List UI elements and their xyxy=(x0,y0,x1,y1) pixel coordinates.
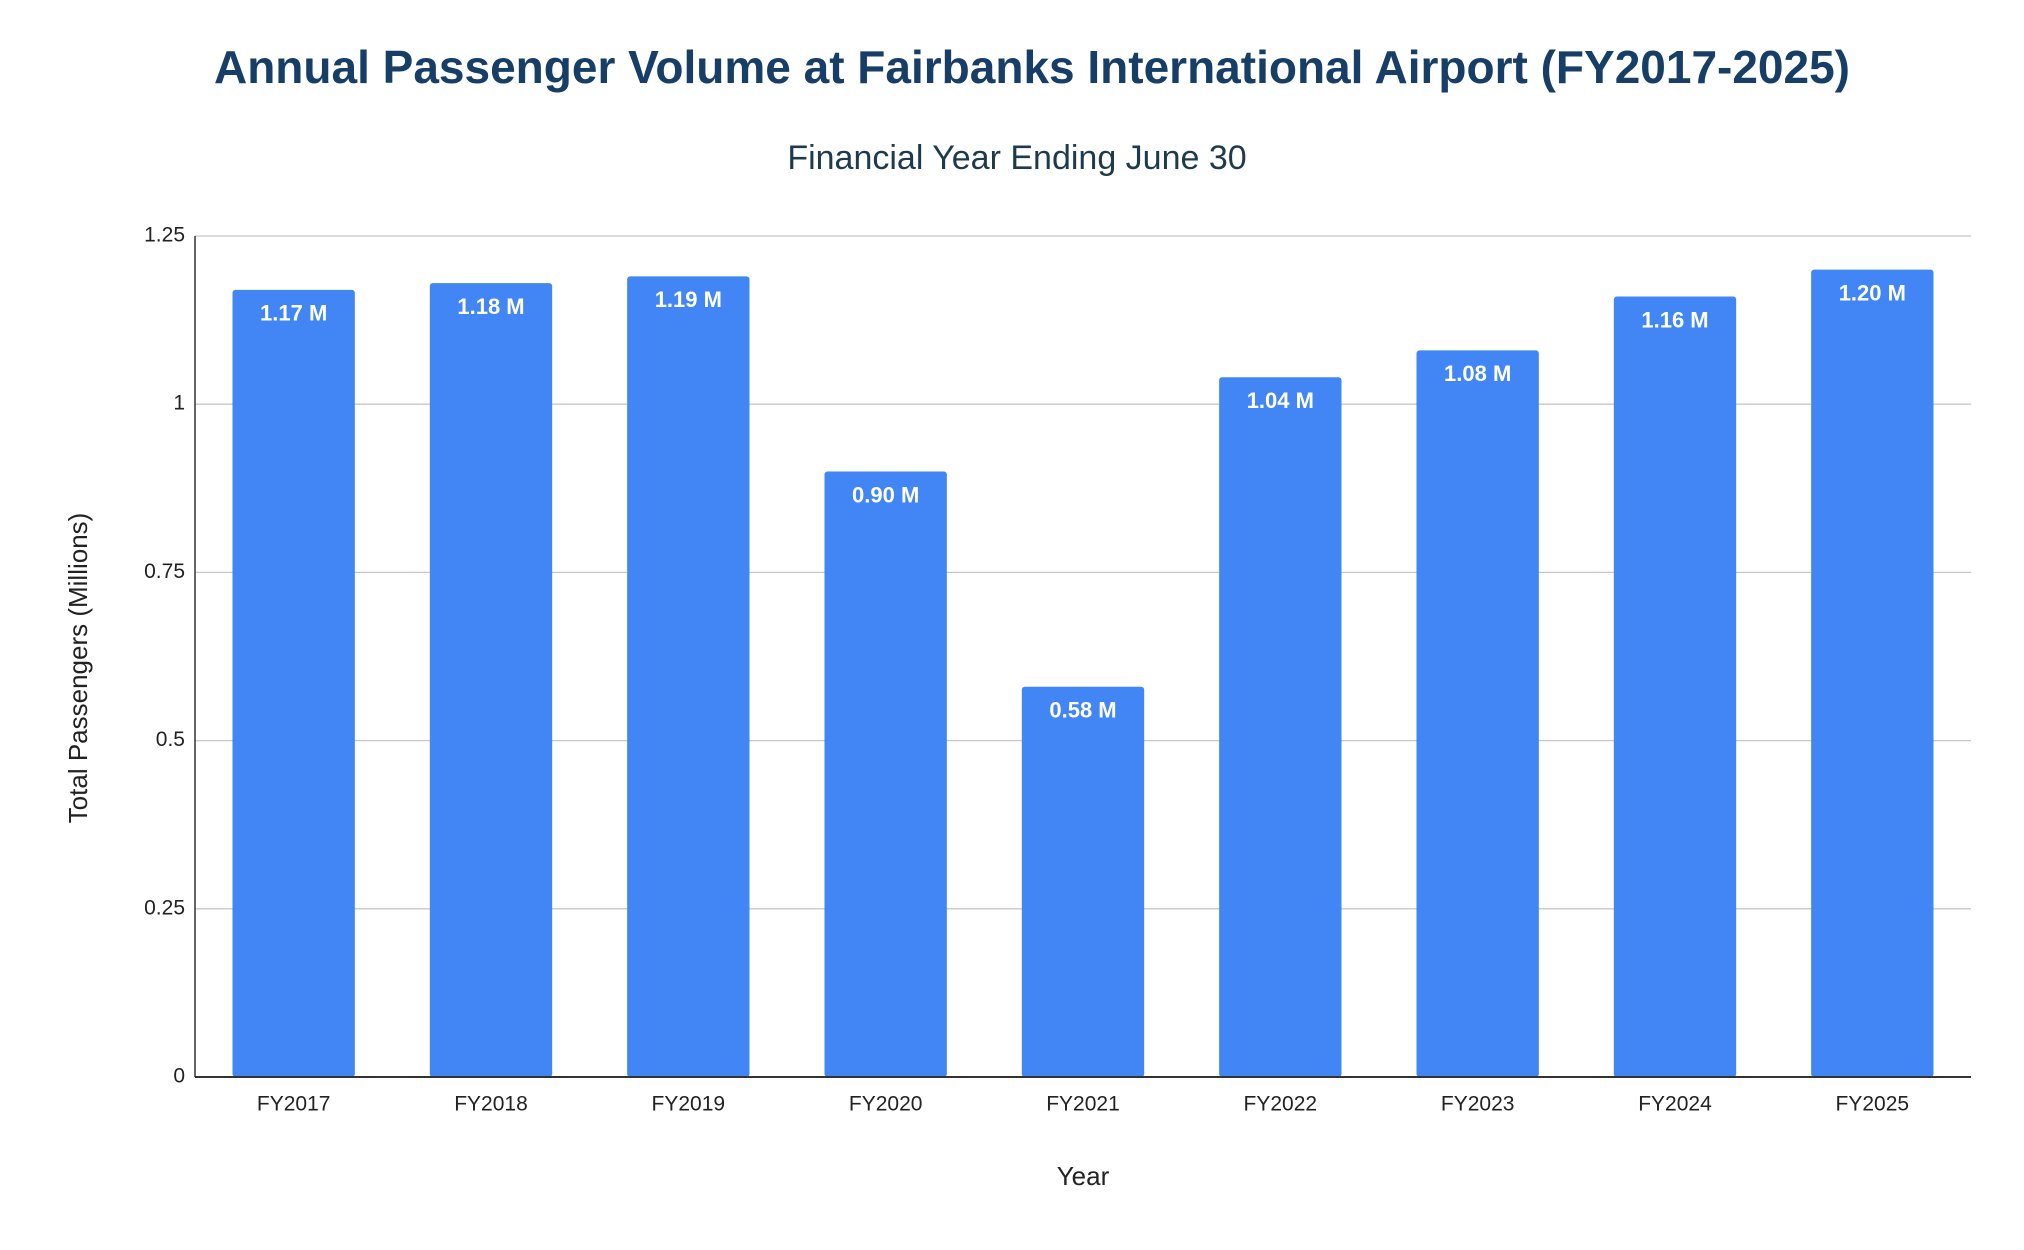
bar xyxy=(1613,296,1737,1077)
x-tick-label: FY2017 xyxy=(257,1093,331,1116)
data-label: 0.90 M xyxy=(852,482,919,507)
bar xyxy=(627,276,750,1077)
chart-subtitle: Financial Year Ending June 30 xyxy=(787,139,1246,177)
bar xyxy=(232,289,355,1078)
x-tick-label: FY2019 xyxy=(652,1093,726,1116)
bar xyxy=(1811,269,1934,1077)
bar xyxy=(1416,350,1539,1078)
bar xyxy=(824,471,947,1078)
y-tick-label: 1.25 xyxy=(144,224,185,247)
data-label: 1.19 M xyxy=(655,287,722,312)
chart-title: Annual Passenger Volume at Fairbanks Int… xyxy=(214,41,1850,93)
x-tick-label: FY2018 xyxy=(454,1093,528,1116)
y-tick-label: 0.5 xyxy=(156,728,185,751)
data-label: 1.08 M xyxy=(1444,361,1511,386)
y-tick-label: 0.75 xyxy=(144,560,185,583)
y-tick-label: 1 xyxy=(173,392,185,415)
y-tick-label: 0 xyxy=(173,1065,185,1088)
data-label: 1.20 M xyxy=(1839,280,1906,305)
x-tick-label: FY2022 xyxy=(1244,1093,1318,1116)
y-axis-title: Total Passengers (Millions) xyxy=(63,513,93,824)
x-tick-label: FY2021 xyxy=(1046,1093,1120,1116)
x-tick-label: FY2025 xyxy=(1836,1093,1910,1116)
y-tick-label: 0.25 xyxy=(144,896,185,919)
bar xyxy=(1021,686,1145,1077)
data-label: 1.16 M xyxy=(1641,307,1708,332)
x-tick-label: FY2020 xyxy=(849,1093,923,1116)
x-tick-label: FY2024 xyxy=(1638,1093,1712,1116)
data-label: 1.18 M xyxy=(457,294,524,319)
data-label: 0.58 M xyxy=(1049,698,1116,723)
data-label: 1.17 M xyxy=(260,301,327,326)
data-label: 1.04 M xyxy=(1247,388,1314,413)
x-axis-title: Year xyxy=(1057,1161,1110,1191)
bar xyxy=(429,283,553,1077)
bar xyxy=(1219,377,1342,1078)
x-tick-label: FY2023 xyxy=(1441,1093,1515,1116)
